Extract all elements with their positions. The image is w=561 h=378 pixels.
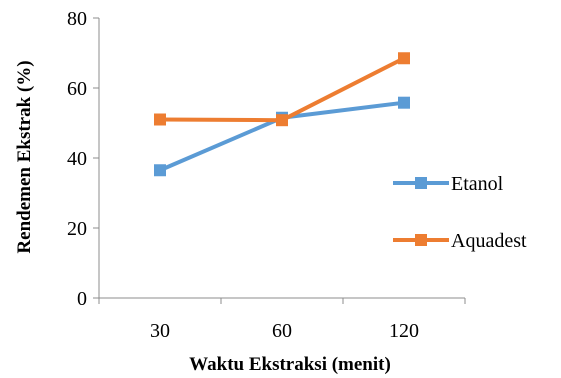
x-tick-label: 30 bbox=[150, 320, 170, 342]
legend-marker bbox=[415, 177, 427, 189]
y-tick-label: 20 bbox=[67, 218, 87, 240]
data-point bbox=[398, 52, 410, 65]
legend-marker bbox=[415, 234, 427, 246]
series-line bbox=[159, 56, 405, 123]
series-layer bbox=[154, 52, 410, 177]
y-tick-label: 40 bbox=[67, 148, 87, 170]
x-axis-ticks: 30 60 120 bbox=[98, 298, 466, 342]
y-axis-ticks: 0 20 40 60 80 bbox=[67, 8, 99, 310]
axes bbox=[98, 18, 465, 299]
data-point bbox=[154, 164, 166, 177]
legend-item-etanol: Etanol bbox=[393, 173, 504, 195]
legend-label: Etanol bbox=[451, 173, 504, 195]
x-axis-title: Waktu Ekstraksi (menit) bbox=[189, 354, 391, 375]
y-tick-label: 60 bbox=[67, 78, 87, 100]
y-tick-label: 80 bbox=[67, 8, 87, 30]
series-aquadest bbox=[154, 52, 410, 127]
y-axis-title: Rendemen Ekstrak (%) bbox=[14, 60, 35, 253]
x-tick-label: 120 bbox=[389, 320, 419, 342]
legend-item-aquadest: Aquadest bbox=[393, 230, 527, 252]
data-point bbox=[154, 113, 166, 126]
y-tick-label: 0 bbox=[77, 288, 87, 310]
x-tick-label: 60 bbox=[272, 320, 292, 342]
data-point bbox=[276, 114, 288, 127]
legend: Etanol Aquadest bbox=[393, 173, 527, 252]
series-etanol bbox=[154, 96, 410, 177]
data-point bbox=[398, 96, 410, 109]
legend-label: Aquadest bbox=[451, 230, 527, 252]
